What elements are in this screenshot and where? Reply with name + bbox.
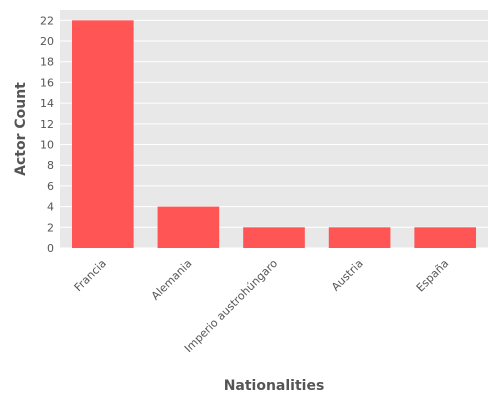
y-tick-label: 0	[47, 242, 54, 255]
bar	[414, 227, 477, 248]
y-tick-label: 16	[40, 76, 54, 89]
x-tick-label: Francia	[72, 257, 109, 294]
y-tick-label: 20	[40, 35, 54, 48]
x-axis-title: Nationalities	[224, 378, 325, 394]
x-tick-label: Austria	[329, 257, 366, 294]
y-tick-label: 18	[40, 56, 54, 69]
y-tick-label: 8	[47, 159, 54, 172]
y-tick-label: 2	[47, 221, 54, 234]
x-tick-label: Alemania	[149, 257, 195, 303]
bar	[243, 227, 305, 248]
bar	[71, 20, 134, 249]
y-tick-labels: 0 2 4 6 8 10 12 14 16 18 20 22	[40, 14, 54, 255]
y-axis-title: Actor Count	[13, 82, 29, 176]
y-tick-label: 6	[47, 180, 54, 193]
x-tick-label: España	[414, 257, 452, 295]
bar	[157, 206, 220, 248]
y-tick-label: 4	[47, 201, 54, 214]
x-tick-label: Imperio austrohúngaro	[182, 257, 280, 355]
y-tick-label: 12	[40, 118, 54, 131]
y-tick-label: 22	[40, 14, 54, 27]
y-tick-label: 14	[40, 97, 54, 110]
bars	[71, 20, 477, 249]
bar	[328, 227, 391, 248]
y-tick-label: 10	[40, 139, 54, 152]
